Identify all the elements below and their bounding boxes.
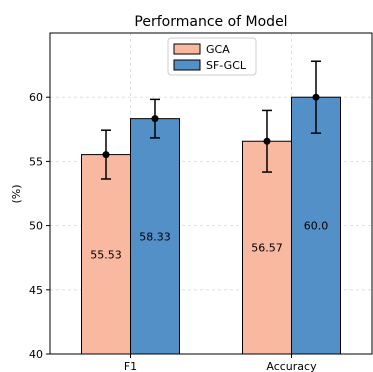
bar-value-label: 56.57 — [251, 242, 283, 255]
bar-value-label: 55.53 — [90, 248, 122, 261]
x-ticks-group: F1 Accuracy — [124, 354, 317, 372]
y-ticks-group: 40 45 50 55 60 — [29, 91, 50, 361]
x-tick-label: Accuracy — [266, 360, 317, 372]
bar-value-label: 58.33 — [139, 230, 171, 243]
y-tick-label: 40 — [29, 348, 43, 361]
chart-title: Performance of Model — [134, 14, 287, 30]
mean-point — [102, 151, 110, 159]
mean-point — [151, 115, 159, 123]
y-tick-label: 60 — [29, 91, 43, 104]
bar — [291, 96, 341, 355]
bar — [81, 154, 131, 355]
mean-point — [263, 137, 271, 145]
legend-label: SF-GCL — [206, 59, 247, 72]
bar-value-label: 60.0 — [304, 220, 329, 233]
bars-group — [81, 96, 341, 355]
y-axis-label: (%) — [10, 184, 23, 203]
bar — [242, 140, 292, 355]
y-tick-label: 50 — [29, 220, 43, 233]
plot-frame — [49, 32, 373, 355]
y-tick-label: 45 — [29, 284, 43, 297]
value-labels-group: 55.53 56.57 58.33 60.0 — [90, 220, 328, 262]
legend-swatch — [173, 43, 201, 55]
error-bars-group — [101, 60, 321, 180]
legend-swatch — [173, 59, 201, 71]
y-tick-label: 55 — [29, 155, 43, 168]
x-tick-label: F1 — [124, 360, 137, 372]
mean-point — [312, 93, 320, 101]
legend-label: GCA — [206, 43, 230, 56]
legend: GCA SF-GCL — [167, 37, 257, 76]
